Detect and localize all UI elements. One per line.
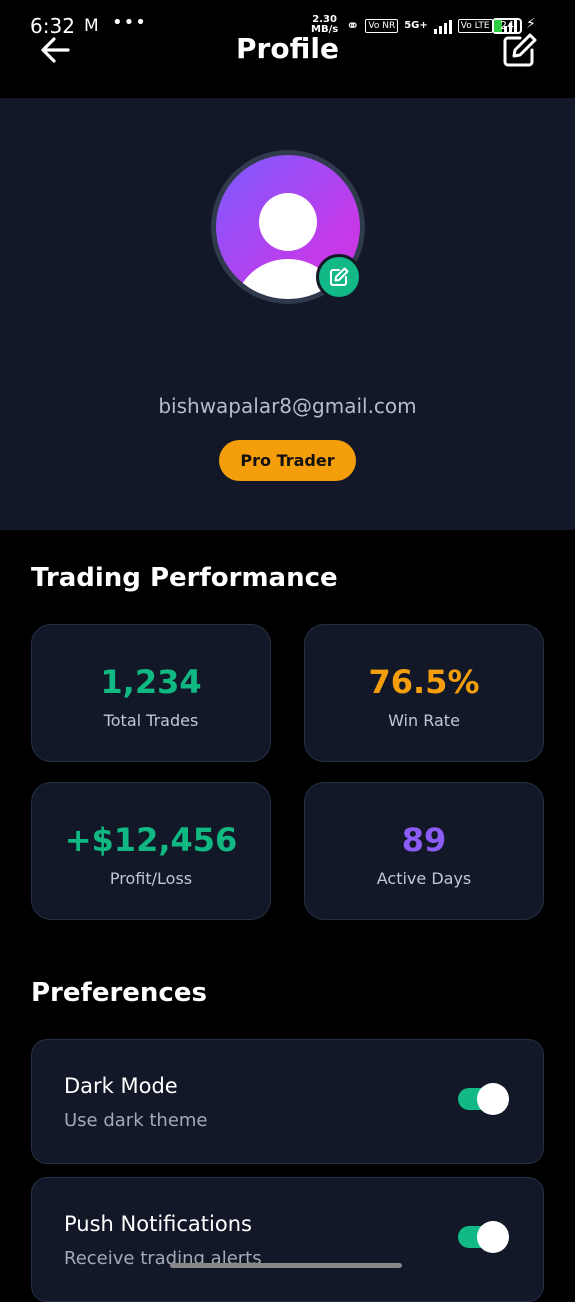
stat-value: 76.5% (368, 663, 480, 701)
back-button[interactable] (36, 30, 76, 70)
avatar-edit-button[interactable] (316, 254, 362, 300)
toggle-knob (477, 1221, 509, 1253)
stat-value: 1,234 (100, 663, 202, 701)
home-indicator[interactable] (170, 1263, 402, 1268)
battery-icon: 24 (492, 18, 522, 34)
network-speed: 2.30 MB/s (311, 14, 339, 35)
page-title: Profile (236, 32, 339, 65)
stat-label: Profit/Loss (109, 869, 193, 888)
battery-level: 24 (500, 19, 514, 32)
signal-icon (433, 18, 452, 34)
stat-card-win-rate: 76.5% Win Rate (304, 624, 544, 762)
charging-icon: ⚡ (526, 16, 536, 32)
section-title-trading-performance: Trading Performance (31, 563, 338, 593)
network-type: 5G+ (404, 20, 428, 31)
section-title-preferences: Preferences (31, 978, 207, 1008)
stat-value: +$12,456 (64, 821, 238, 859)
stat-label: Total Trades (103, 711, 199, 730)
dark-mode-toggle[interactable] (458, 1083, 509, 1115)
toggle-knob (477, 1083, 509, 1115)
stat-card-active-days: 89 Active Days (304, 782, 544, 920)
status-badge: Pro Trader (219, 440, 356, 481)
pref-title: Dark Mode (64, 1074, 178, 1098)
more-notifications-icon: ••• (112, 12, 147, 33)
push-notifications-toggle[interactable] (458, 1221, 509, 1253)
app-header: Profile (0, 0, 575, 98)
volte-nr-icon: Vo NR (365, 18, 399, 33)
profile-email: bishwapalar8@gmail.com (158, 394, 417, 418)
stat-card-profit-loss: +$12,456 Profit/Loss (31, 782, 271, 920)
edit-icon (330, 267, 349, 286)
edit-profile-button[interactable] (500, 30, 540, 70)
arrow-left-icon (41, 37, 70, 63)
hotspot-icon: ⚭ (346, 16, 360, 35)
stat-label: Active Days (376, 869, 472, 888)
avatar-head (259, 193, 317, 251)
status-time: 6:32 (30, 14, 75, 38)
edit-icon (503, 33, 537, 67)
pref-subtitle: Use dark theme (64, 1110, 208, 1131)
pref-item-push-notifications: Push Notifications Receive trading alert… (31, 1177, 544, 1302)
status-bar: 6:32 M ••• 2.30 MB/s ⚭ Vo NR 5G+ Vo LTE … (0, 0, 575, 40)
stat-card-total-trades: 1,234 Total Trades (31, 624, 271, 762)
pref-item-dark-mode: Dark Mode Use dark theme (31, 1039, 544, 1164)
gmail-icon: M (84, 16, 99, 36)
stat-value: 89 (401, 821, 447, 859)
pref-title: Push Notifications (64, 1212, 252, 1236)
stat-label: Win Rate (388, 711, 460, 730)
